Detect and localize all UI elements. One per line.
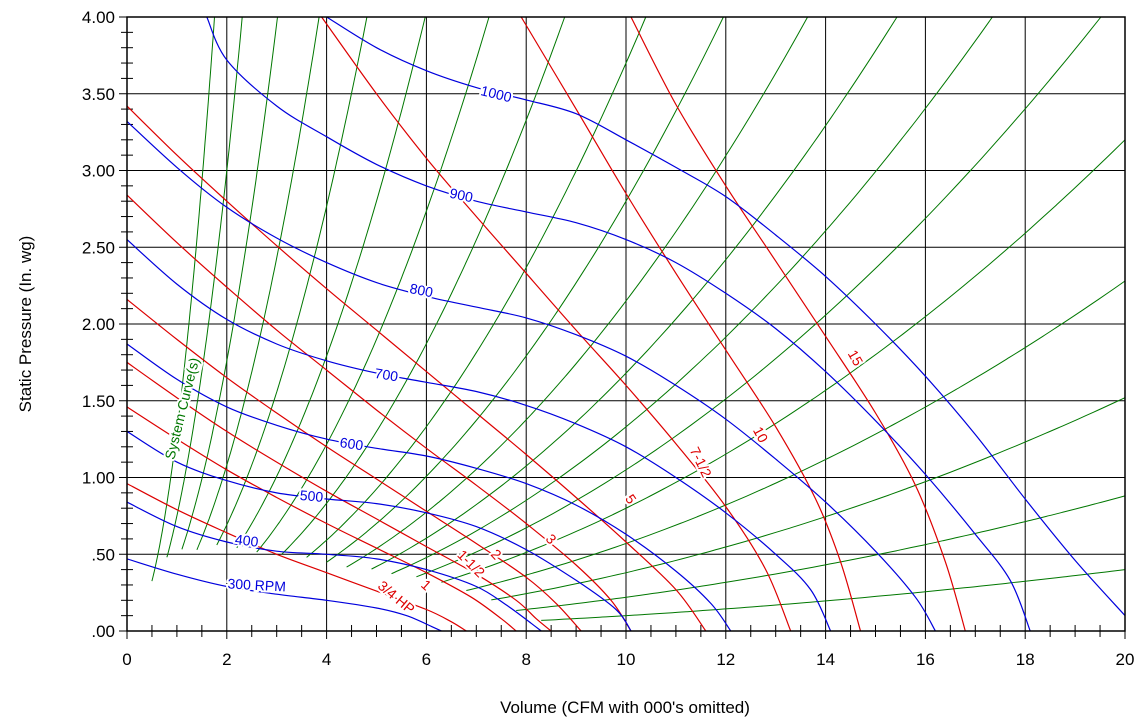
hp-curve [126, 483, 467, 632]
curve-label: 300 RPM [227, 575, 286, 594]
system-curve [326, 16, 724, 563]
system-curve [416, 16, 1102, 578]
x-axis-title: Volume (CFM with 000's omitted) [500, 698, 750, 717]
x-tick-label: 10 [617, 650, 636, 669]
y-tick-label: 3.50 [82, 85, 115, 104]
curve-label: 700 [374, 365, 400, 384]
system-curve [281, 16, 566, 555]
y-tick-label: 1.50 [82, 392, 115, 411]
system-curve [491, 397, 1126, 601]
curve-label: 5 [622, 491, 640, 507]
system-curve [516, 495, 1126, 611]
x-tick-label: 18 [1016, 650, 1035, 669]
curve-label: 900 [448, 185, 474, 206]
x-tick-label: 0 [122, 650, 131, 669]
hp-curve [520, 16, 862, 632]
x-tick-label: 20 [1116, 650, 1135, 669]
rpm-curve [126, 558, 442, 632]
x-tick-label: 12 [716, 650, 735, 669]
system-curve [371, 16, 898, 570]
x-tick-labels: 0 2 4 6 8 10 12 14 16 18 20 [122, 650, 1134, 669]
axis-minor-ticks [119, 16, 1126, 639]
hp-curve [126, 298, 582, 632]
hp-curve [126, 194, 632, 632]
hp-curve [126, 361, 552, 632]
system-curve [151, 16, 215, 582]
rpm-curve [126, 501, 542, 632]
x-tick-label: 6 [422, 650, 431, 669]
system-curve [181, 16, 278, 550]
rpm-curve [326, 16, 1126, 617]
system-curves [151, 16, 1126, 621]
rpm-curve [126, 430, 632, 632]
x-tick-label: 2 [222, 650, 231, 669]
y-tick-label: 2.00 [82, 315, 115, 334]
hp-curve [126, 105, 707, 632]
rpm-curves [126, 16, 1126, 632]
y-tick-label: .00 [91, 622, 115, 641]
curve-label: 500 [299, 487, 324, 505]
system-curve [541, 569, 1126, 621]
system-curve [256, 16, 490, 553]
x-tick-label: 16 [916, 650, 935, 669]
rpm-curve [206, 16, 1031, 632]
curve-label: 400 [234, 531, 259, 550]
system-curve [196, 16, 320, 550]
hp-curve [126, 406, 517, 632]
rpm-curve [126, 239, 832, 632]
curve-label: 1-1/2 [454, 547, 488, 581]
curve-label: 600 [339, 434, 365, 453]
plot-frame [126, 16, 1126, 632]
curve-label: 15 [845, 347, 867, 369]
y-tick-labels: .00 .50 1.00 1.50 2.00 2.50 3.00 3.50 4.00 [82, 8, 115, 641]
system-curve [346, 16, 809, 568]
chart-grid [126, 16, 1126, 632]
rpm-curve [126, 120, 936, 632]
curve-label: 800 [408, 280, 434, 300]
system-curve [391, 16, 993, 575]
y-tick-label: 4.00 [82, 8, 115, 27]
curve-label: 1000 [479, 82, 513, 105]
system-curve [441, 139, 1126, 583]
y-tick-label: 3.00 [82, 162, 115, 181]
y-tick-label: .50 [91, 545, 115, 564]
y-tick-label: 1.00 [82, 469, 115, 488]
curve-label: 3/4 HP [375, 577, 418, 617]
x-tick-label: 8 [521, 650, 530, 669]
y-tick-label: 2.50 [82, 238, 115, 257]
curve-label: 10 [750, 424, 772, 445]
hp-curve [630, 16, 966, 632]
system-curve [166, 16, 243, 558]
rpm-curve [126, 343, 732, 632]
x-tick-label: 14 [816, 650, 835, 669]
system-curve [466, 280, 1126, 591]
horsepower-curves [126, 16, 966, 632]
x-tick-label: 4 [322, 650, 331, 669]
system-curve [216, 16, 368, 546]
system-curve [306, 16, 647, 558]
hp-curve [321, 16, 792, 632]
y-axis-title: Static Pressure (In. wg) [16, 236, 35, 413]
